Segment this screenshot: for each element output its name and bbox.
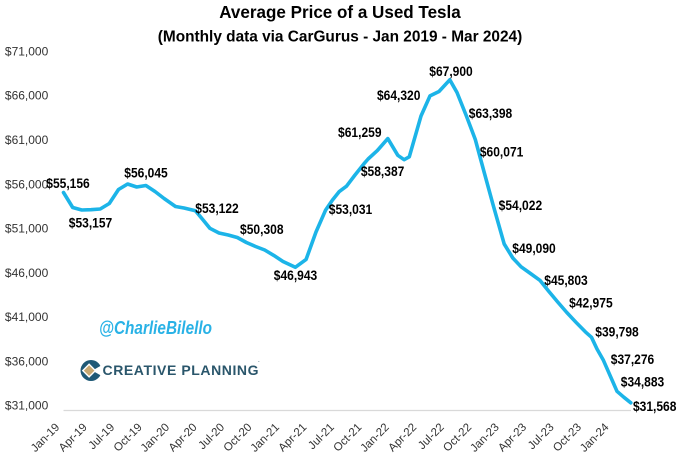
svg-text:@CharlieBilello: @CharlieBilello bbox=[99, 318, 212, 338]
svg-text:$53,157: $53,157 bbox=[69, 215, 113, 231]
svg-text:$31,568: $31,568 bbox=[633, 398, 677, 414]
svg-text:$63,398: $63,398 bbox=[469, 105, 513, 121]
svg-text:$46,943: $46,943 bbox=[274, 267, 318, 283]
svg-text:$64,320: $64,320 bbox=[377, 87, 421, 103]
svg-text:$67,900: $67,900 bbox=[429, 63, 473, 79]
svg-text:$71,000: $71,000 bbox=[5, 44, 49, 58]
svg-text:$53,122: $53,122 bbox=[195, 200, 239, 216]
svg-text:$45,803: $45,803 bbox=[544, 272, 588, 288]
svg-text:$66,000: $66,000 bbox=[5, 89, 49, 103]
svg-text:$51,000: $51,000 bbox=[5, 222, 49, 236]
svg-text:$46,000: $46,000 bbox=[5, 266, 49, 280]
svg-text:$50,308: $50,308 bbox=[240, 221, 284, 237]
svg-text:$54,022: $54,022 bbox=[499, 197, 543, 213]
svg-text:$49,090: $49,090 bbox=[512, 240, 556, 256]
svg-text:$56,045: $56,045 bbox=[124, 165, 168, 181]
svg-text:$61,000: $61,000 bbox=[5, 133, 49, 147]
svg-text:$34,883: $34,883 bbox=[621, 373, 665, 389]
svg-text:$61,259: $61,259 bbox=[338, 124, 382, 140]
svg-text:´: ´ bbox=[258, 362, 260, 368]
svg-text:Average Price of a Used Tesla: Average Price of a Used Tesla bbox=[219, 2, 461, 22]
svg-text:$37,276: $37,276 bbox=[611, 351, 655, 367]
svg-text:$60,071: $60,071 bbox=[480, 143, 524, 159]
svg-text:(Monthly data via CarGurus - J: (Monthly data via CarGurus - Jan 2019 - … bbox=[158, 29, 523, 46]
svg-text:$55,156: $55,156 bbox=[46, 175, 90, 191]
svg-text:$39,798: $39,798 bbox=[595, 323, 639, 339]
svg-text:$56,000: $56,000 bbox=[5, 177, 49, 191]
svg-text:$58,387: $58,387 bbox=[361, 163, 405, 179]
svg-text:CREATIVE PLANNING: CREATIVE PLANNING bbox=[103, 362, 259, 378]
svg-text:$36,000: $36,000 bbox=[5, 354, 49, 368]
svg-text:$42,975: $42,975 bbox=[569, 295, 613, 311]
svg-text:$53,031: $53,031 bbox=[329, 201, 373, 217]
svg-text:$41,000: $41,000 bbox=[5, 310, 49, 324]
svg-text:$31,000: $31,000 bbox=[5, 399, 49, 413]
